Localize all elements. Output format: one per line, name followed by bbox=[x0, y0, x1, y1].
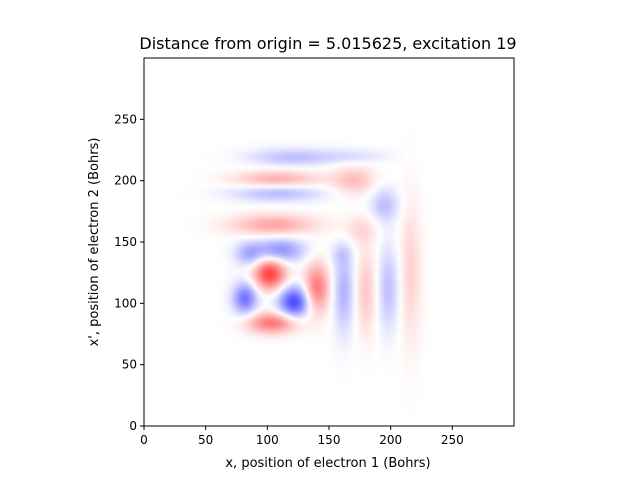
x-axis-label: x, position of electron 1 (Bohrs) bbox=[225, 456, 430, 471]
y-tick-label: 50 bbox=[122, 358, 137, 372]
chart-title: Distance from origin = 5.015625, excitat… bbox=[139, 34, 516, 53]
y-tick-label: 200 bbox=[114, 174, 137, 188]
x-tick-label: 150 bbox=[318, 433, 341, 447]
x-tick-label: 250 bbox=[441, 433, 464, 447]
x-tick-label: 200 bbox=[379, 433, 402, 447]
y-axis-label: x', position of electron 2 (Bohrs) bbox=[87, 138, 102, 347]
x-tick-label: 50 bbox=[198, 433, 213, 447]
x-axis-ticks: 0 50 100 150 200 250 bbox=[140, 426, 464, 447]
y-tick-label: 150 bbox=[114, 235, 137, 249]
heatmap-image bbox=[144, 58, 514, 426]
x-tick-label: 0 bbox=[140, 433, 148, 447]
y-tick-label: 250 bbox=[114, 112, 137, 126]
y-tick-label: 100 bbox=[114, 296, 137, 310]
x-tick-label: 100 bbox=[256, 433, 279, 447]
y-tick-label: 0 bbox=[129, 419, 137, 433]
y-axis-ticks: 0 50 100 150 200 250 bbox=[114, 112, 144, 433]
